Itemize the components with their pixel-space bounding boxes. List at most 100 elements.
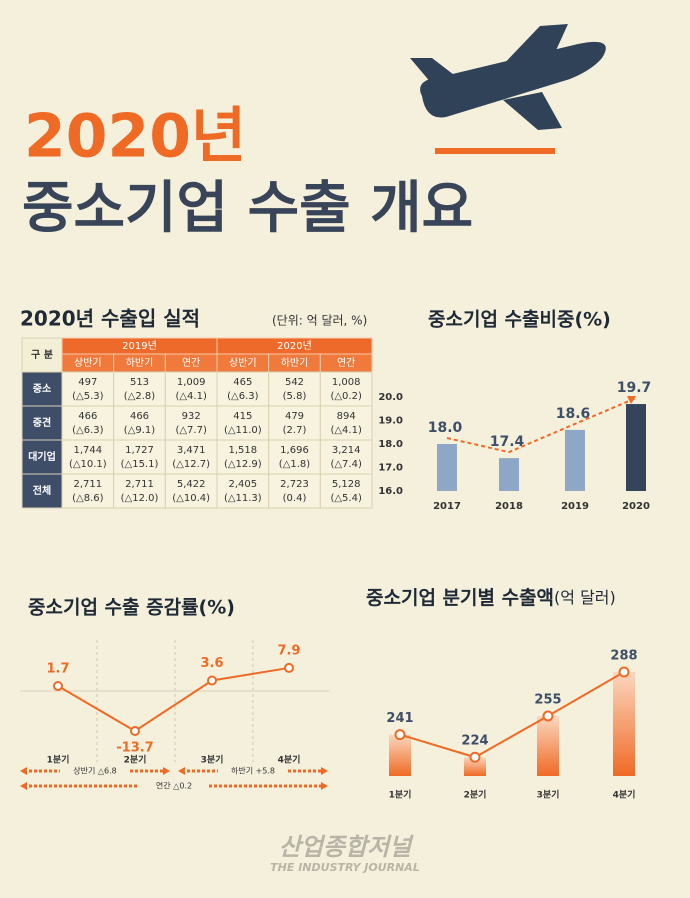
table-title: 2020년 수출입 실적 <box>20 307 200 331</box>
marker <box>618 666 630 678</box>
x-tick-label: 3분기 <box>201 754 224 766</box>
marker <box>284 662 294 673</box>
cell-value: 2,711 <box>74 479 103 490</box>
value-label: 224 <box>461 734 488 749</box>
line <box>399 671 625 759</box>
marker <box>542 710 554 722</box>
bar <box>499 458 519 491</box>
y-tick-label: 17.0 <box>378 463 403 474</box>
value-label: 255 <box>534 692 561 707</box>
marker <box>53 681 63 692</box>
data-cell <box>268 371 321 407</box>
value-label: 18.6 <box>556 406 591 422</box>
row-label-cell <box>21 405 63 441</box>
x-tick-label: 2분기 <box>464 789 487 801</box>
cell-value: 3,214 <box>332 445 361 456</box>
year-label: 2020년 <box>277 340 312 352</box>
cell-value: 2,711 <box>125 479 154 490</box>
cell-value: 1,008 <box>332 377 361 388</box>
cell-value: 1,009 <box>177 377 206 388</box>
cell-value: 466 <box>78 411 97 422</box>
cell-change: (△2.8) <box>124 391 155 402</box>
data-cell <box>319 405 373 441</box>
cell-change: (△5.3) <box>72 391 103 402</box>
row-label: 중견 <box>33 416 51 429</box>
cell-change: (5.8) <box>283 391 307 402</box>
cell-value: 497 <box>78 377 97 388</box>
cell-value: 513 <box>130 377 149 388</box>
cell-value: 3,471 <box>177 445 206 456</box>
cell-change: (△12.0) <box>121 493 159 504</box>
annotation: 연간 △0.2 <box>156 781 192 791</box>
cell-change: (△4.1) <box>175 391 206 402</box>
marker <box>207 675 217 686</box>
value-label: -13.7 <box>116 741 153 756</box>
data-cell <box>113 371 166 407</box>
value-label: 288 <box>610 649 637 664</box>
bar <box>464 757 486 776</box>
data-cell <box>216 405 270 441</box>
x-tick-label: 4분기 <box>278 754 301 766</box>
period-label: 상반기 <box>74 357 102 369</box>
bar <box>437 444 457 491</box>
value-label: 17.4 <box>490 434 525 450</box>
bar <box>613 672 635 776</box>
accent-bar <box>435 148 555 154</box>
period-label: 상반기 <box>229 357 257 369</box>
line <box>57 666 290 733</box>
cell-value: 1,518 <box>229 445 258 456</box>
cell-change: (△1.8) <box>279 459 310 470</box>
data-cell <box>319 473 373 509</box>
value-label: 241 <box>386 711 413 726</box>
header-label: 구 분 <box>31 349 53 361</box>
chart-title: 중소기업 수출비중(%) <box>428 309 611 331</box>
y-tick-label: 20.0 <box>378 392 403 403</box>
y-tick-label: 18.0 <box>378 439 403 450</box>
period-label: 하반기 <box>281 356 309 369</box>
year-label: 2019년 <box>122 340 157 352</box>
cell-change: (△5.4) <box>330 493 361 504</box>
cell-value: 466 <box>130 411 149 422</box>
x-tick-label: 4분기 <box>613 789 636 801</box>
cell-change: (△7.7) <box>175 425 206 436</box>
cell-change: (2.7) <box>283 425 307 436</box>
main-title: 중소기업 수출 개요 <box>22 176 473 241</box>
period-label: 연간 <box>182 357 200 369</box>
cell-change: (△8.6) <box>72 493 103 504</box>
x-tick-label: 1분기 <box>389 789 412 801</box>
value-label: 18.0 <box>428 420 463 436</box>
row-label: 전체 <box>33 484 51 497</box>
cell-value: 1,727 <box>125 445 154 456</box>
x-tick-label: 3분기 <box>537 789 560 801</box>
bar <box>537 715 559 776</box>
brand-en: THE INDUSTRY JOURNAL <box>270 861 420 874</box>
cell-change: (△10.4) <box>172 493 210 504</box>
data-cell <box>113 473 166 509</box>
cell-change: (△0.2) <box>330 391 361 402</box>
marker <box>469 751 481 763</box>
cell-change: (△7.4) <box>330 459 361 470</box>
data-cell <box>164 371 218 407</box>
row-label: 중소 <box>33 383 51 395</box>
row-label-cell <box>21 439 63 475</box>
period-label: 하반기 <box>126 356 154 369</box>
bar <box>626 404 646 491</box>
marker <box>394 729 406 741</box>
cell-value: 465 <box>233 377 252 388</box>
x-tick-label: 2019 <box>561 501 589 512</box>
cell-change: (△15.1) <box>121 459 159 470</box>
value-label: 7.9 <box>277 643 300 658</box>
cell-value: 894 <box>337 411 356 422</box>
y-tick-label: 16.0 <box>378 486 403 497</box>
cell-value: 415 <box>233 411 252 422</box>
cell-value: 5,128 <box>332 479 361 490</box>
data-cell <box>164 439 218 475</box>
x-tick-label: 2020 <box>622 501 650 512</box>
x-tick-label: 2분기 <box>124 754 147 766</box>
cell-value: 5,422 <box>177 479 206 490</box>
data-cell <box>268 473 321 509</box>
cell-value: 1,696 <box>280 445 309 456</box>
cell-value: 479 <box>285 411 304 422</box>
row-label-cell <box>21 371 63 407</box>
value-label: 19.7 <box>617 380 652 396</box>
